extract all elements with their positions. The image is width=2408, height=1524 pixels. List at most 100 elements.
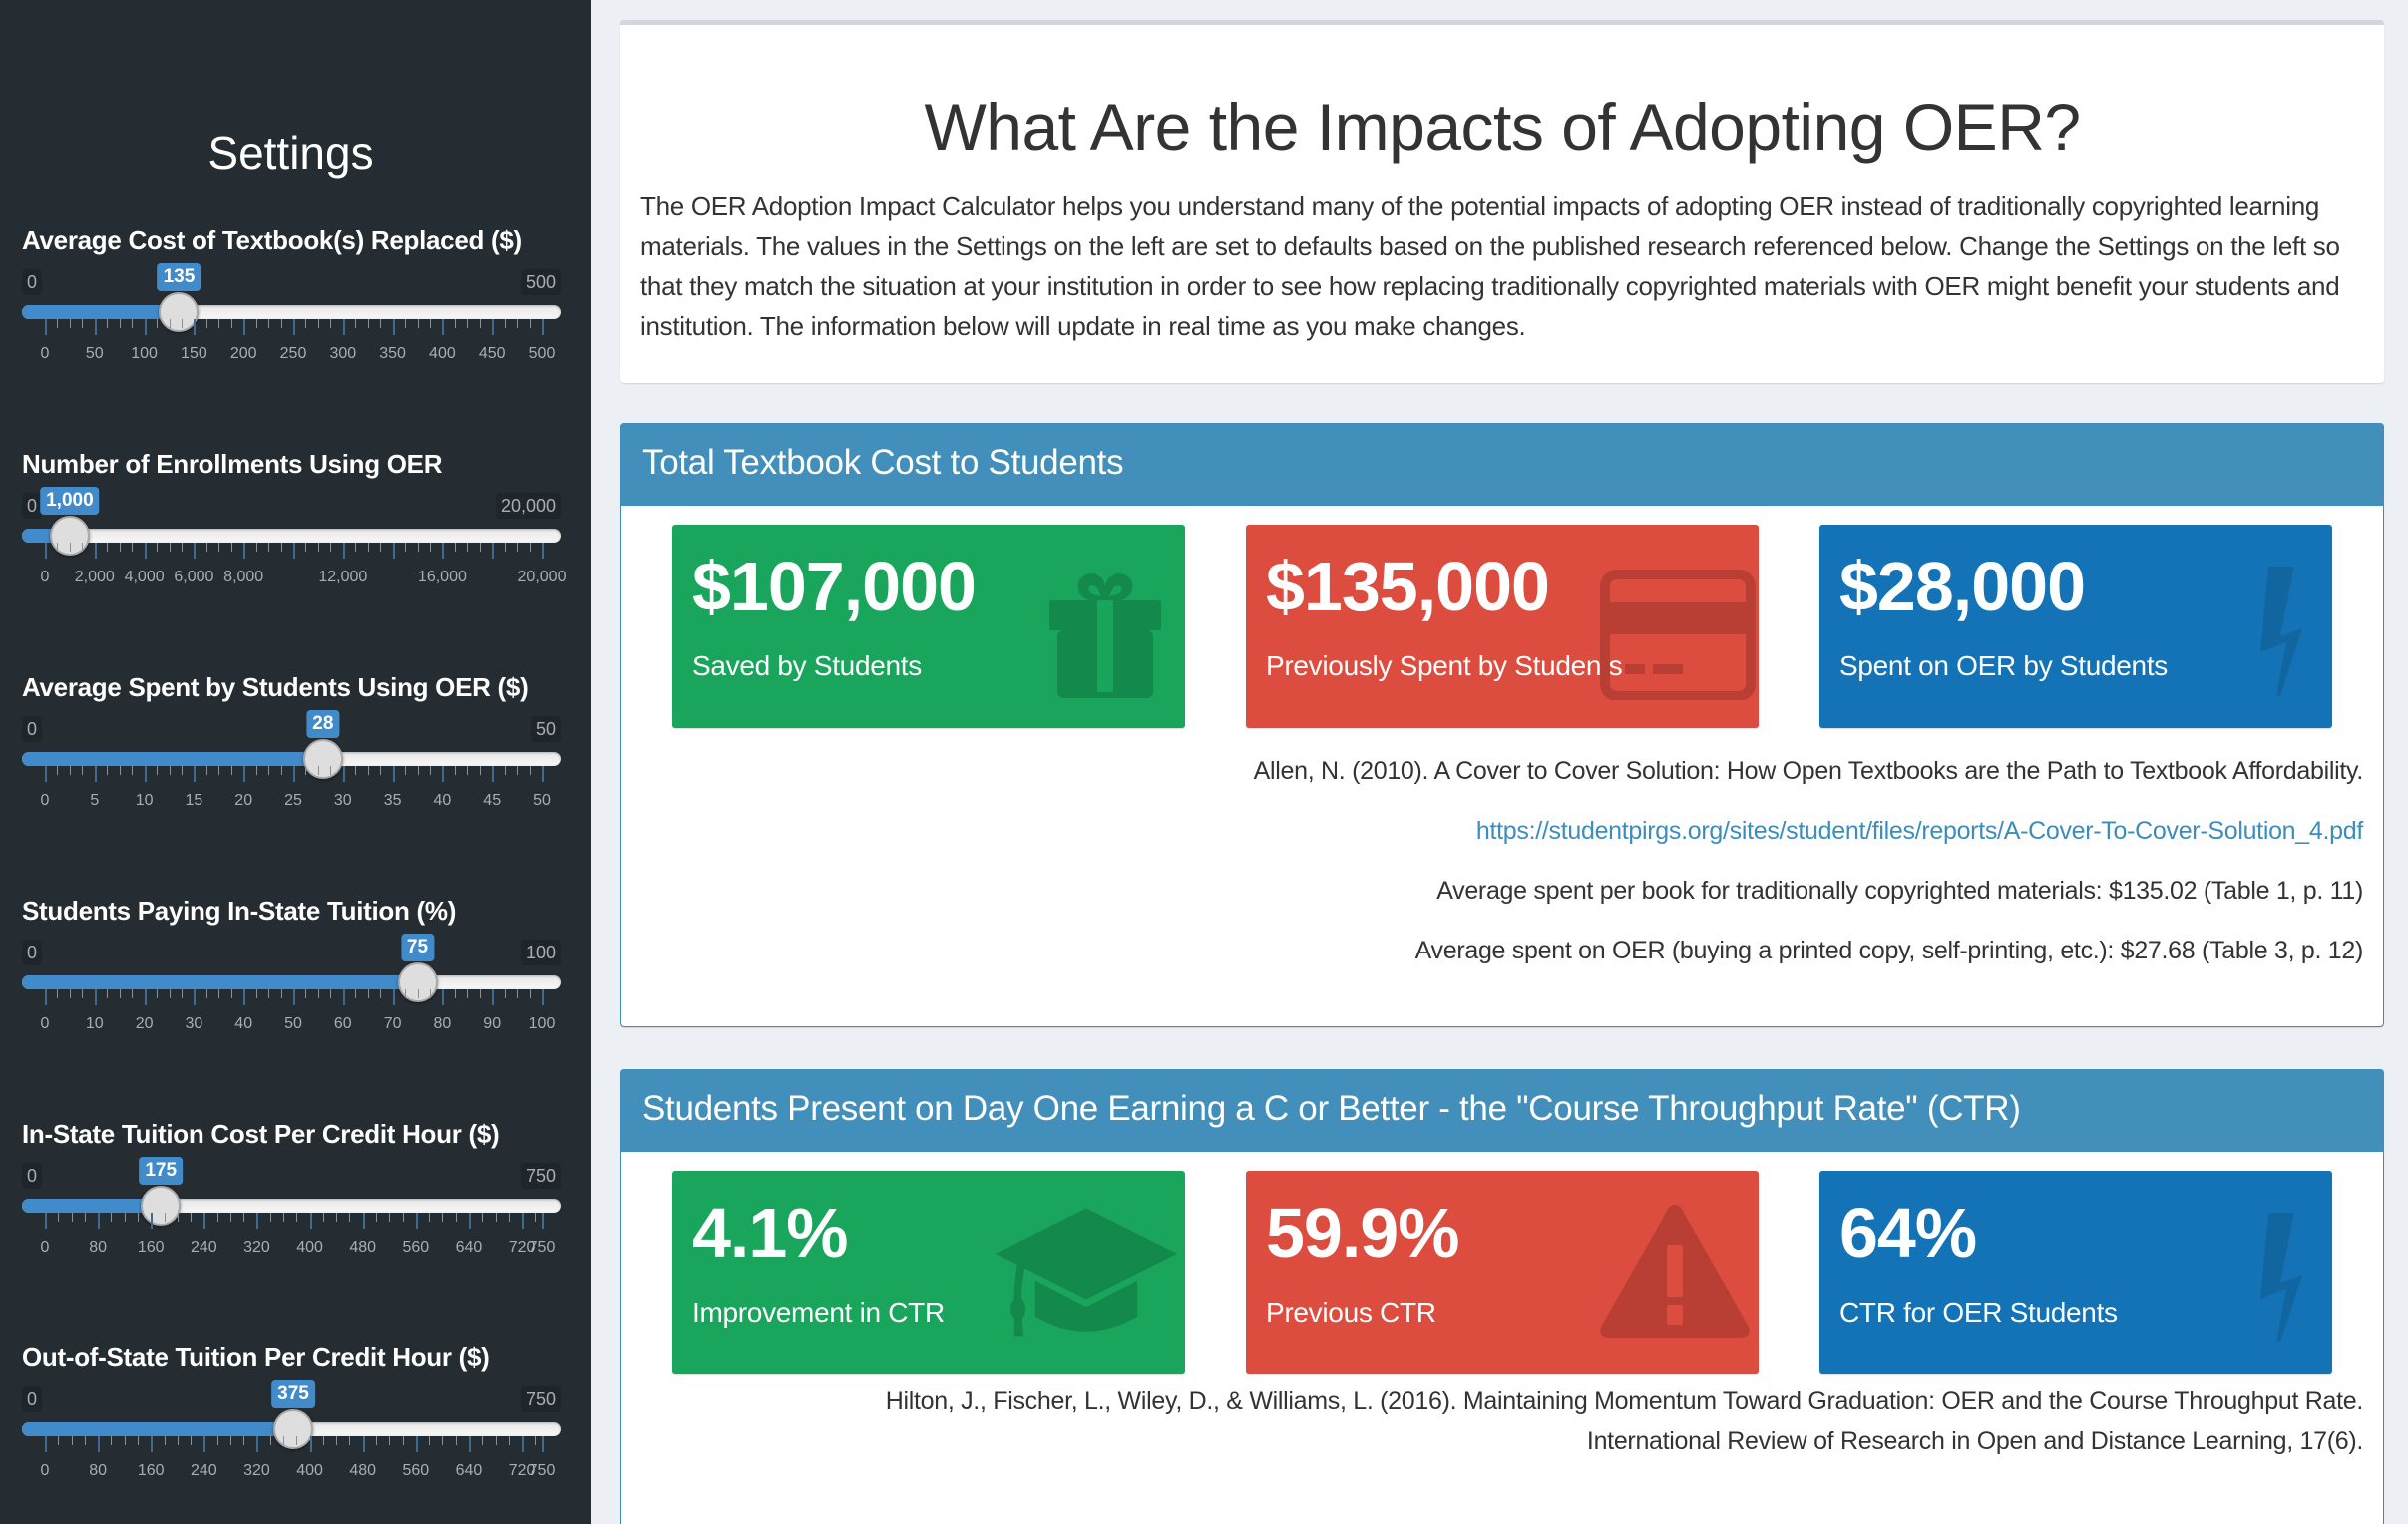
minor-tick [389,1213,391,1222]
tick-label: 80 [433,1015,452,1032]
slider-track[interactable]: 135 [22,263,561,332]
slider-handle[interactable] [302,739,343,779]
tick-label: 2,000 [74,569,115,585]
minor-tick [322,1213,324,1222]
slider-min-label: 0 [22,716,43,742]
citation: International Review of Research in Open… [1586,1427,2363,1455]
slider-max-label: 100 [520,940,561,965]
slider-track[interactable]: 375 [22,1380,561,1449]
saved-by-students-card: $107,000 Saved by Students [672,525,1185,728]
tick-label: 0 [40,792,50,809]
major-tick [362,1436,365,1452]
tick-label: 4,000 [124,569,165,585]
major-tick [342,766,345,782]
tick-label: 400 [296,1462,323,1479]
tick-label: 320 [243,1239,270,1256]
major-tick [194,543,197,559]
slider-track[interactable]: 75 [22,934,561,1002]
major-tick [442,766,445,782]
minor-tick [336,1213,338,1222]
gift-icon [1049,573,1161,698]
major-tick [144,319,147,335]
minor-tick [181,543,183,552]
minor-tick [305,766,307,775]
minor-tick [336,1436,338,1445]
tick-label: 240 [191,1462,217,1479]
minor-tick [57,989,59,998]
settings-sidebar: Settings Average Cost of Textbook(s) Rep… [0,0,591,1524]
slider-label: In-State Tuition Cost Per Credit Hour ($… [22,1119,500,1149]
slider-value-label: 75 [400,934,435,961]
slider-handle[interactable] [141,1186,182,1226]
minor-tick [479,989,481,998]
slider-group: Number of Enrollments Using OER 0 20,000 1,… [0,449,591,658]
minor-tick [230,543,232,552]
tick-label: 20 [135,1015,154,1032]
card-value: 4.1% [692,1194,849,1272]
card-label: Saved by Students [692,650,922,681]
tick-label: 70 [383,1015,402,1032]
slider-handle[interactable] [273,1409,313,1449]
tick-label: 10 [85,1015,104,1032]
citation: Hilton, J., Fischer, L., Wiley, D., & Wi… [885,1387,2364,1415]
slider-track[interactable]: 1,000 [22,487,561,556]
minor-tick [229,1436,231,1445]
minor-tick [504,319,506,328]
minor-tick [181,319,183,328]
minor-tick [230,989,232,998]
minor-tick [380,543,382,552]
tick-label: 560 [402,1239,430,1256]
minor-tick [495,1213,497,1222]
slider-ticks [0,1436,591,1456]
minor-tick [517,319,519,328]
panel-title: Total Textbook Cost to Students [642,443,1124,482]
minor-tick [380,766,382,775]
tick-label: 80 [89,1239,108,1256]
bolt-icon [2260,567,2302,696]
slider-track[interactable]: 28 [22,710,561,779]
major-tick [243,989,246,1005]
major-tick [256,1436,259,1452]
minor-tick [517,989,519,998]
slider-value-label: 175 [139,1157,184,1185]
tick-label: 320 [243,1462,270,1479]
minor-tick [349,1436,351,1445]
tick-label: 450 [478,345,506,362]
tick-label: 400 [296,1239,323,1256]
minor-tick [479,543,481,552]
slider-value-label: 1,000 [40,487,100,515]
minor-tick [268,319,270,328]
minor-tick [280,543,282,552]
slider-ticks [0,1213,591,1233]
minor-tick [305,319,307,328]
previously-spent-card: $135,000 Previously Spent by Students [1246,525,1759,728]
major-tick [45,1213,47,1229]
minor-tick [389,1436,391,1445]
major-tick [542,543,544,559]
minor-tick [69,989,71,998]
tick-label: 200 [229,345,257,362]
major-tick [203,1213,206,1229]
minor-tick [119,319,121,328]
tick-label: 500 [528,345,556,362]
tick-label: 560 [402,1462,430,1479]
minor-tick [504,989,506,998]
minor-tick [269,1436,271,1445]
minor-tick [280,766,282,775]
minor-tick [107,989,109,998]
slider-track[interactable]: 175 [22,1157,561,1226]
major-tick [522,1436,525,1452]
major-tick [243,766,246,782]
tick-label: 12,000 [318,569,368,585]
minor-tick [169,989,171,998]
slider-handle[interactable] [159,292,200,332]
minor-tick [380,319,382,328]
references: Allen, N. (2010). A Cover to Cover Solut… [1254,741,2364,980]
major-tick [151,1436,154,1452]
major-tick [342,543,345,559]
minor-tick [268,989,270,998]
minor-tick [169,543,171,552]
major-tick [415,1213,418,1229]
reference-link[interactable]: https://studentpirgs.org/sites/student/f… [1475,817,2363,845]
tick-label: 50 [533,792,551,809]
